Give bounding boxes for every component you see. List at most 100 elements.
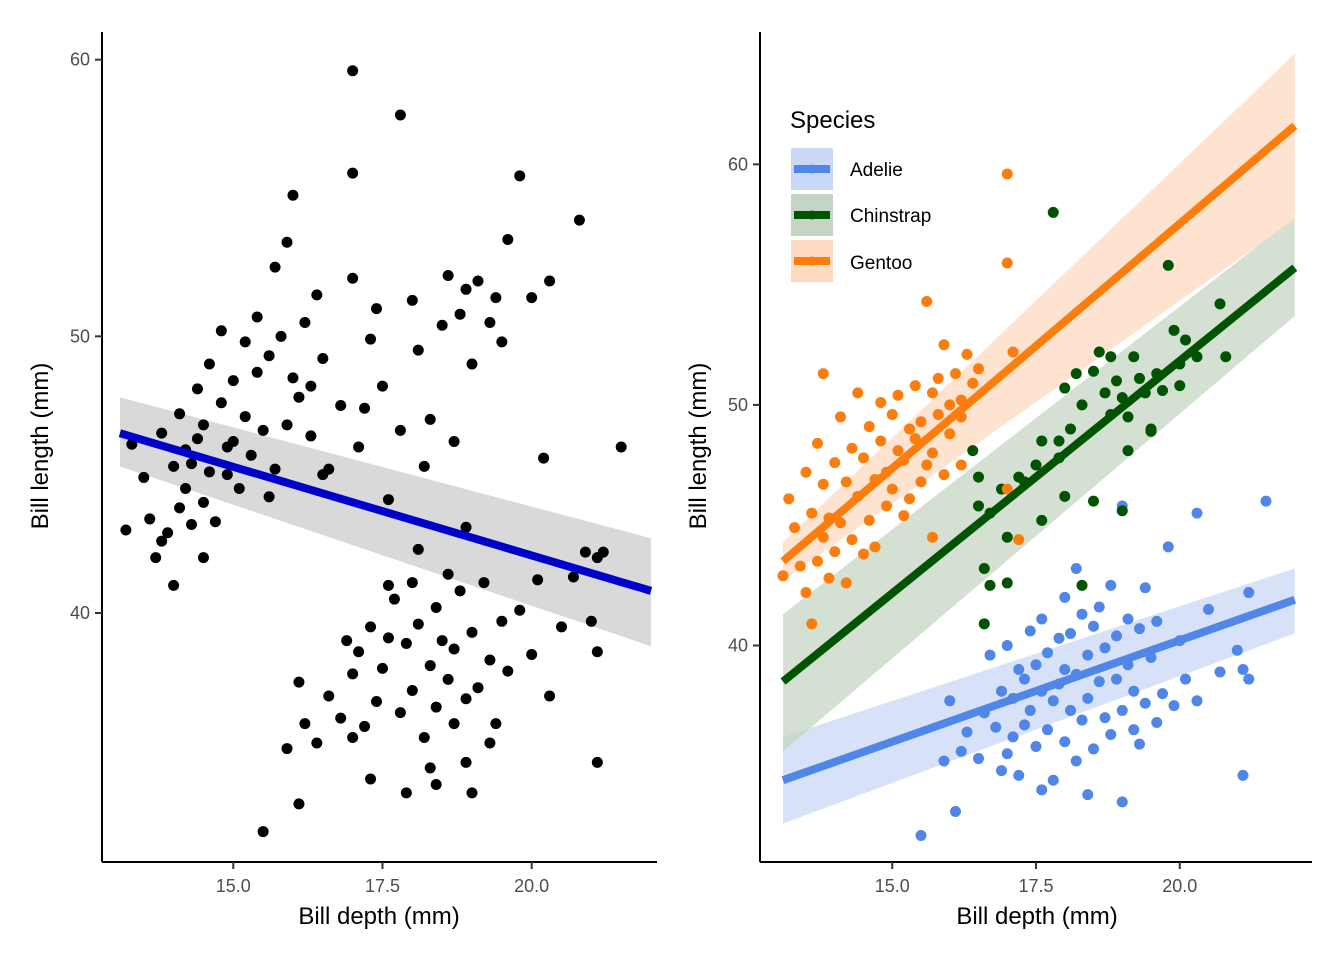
gentoo-data-point <box>800 466 812 478</box>
gentoo-data-point <box>806 618 818 630</box>
data-point <box>394 109 406 121</box>
gentoo-data-point <box>829 457 841 469</box>
chinstrap-data-point <box>1128 351 1140 363</box>
x-tick-label: 15.0 <box>216 876 251 896</box>
data-point <box>394 707 406 719</box>
gentoo-data-point <box>840 577 852 589</box>
data-point <box>269 261 281 273</box>
data-point <box>442 568 454 580</box>
y-tick-label: 50 <box>728 395 748 415</box>
gentoo-data-point <box>812 437 823 449</box>
data-point <box>490 292 502 304</box>
gentoo-data-point <box>835 517 846 529</box>
chinstrap-data-point <box>1065 423 1076 435</box>
chinstrap-data-point <box>1162 259 1174 271</box>
data-point <box>484 317 496 328</box>
data-point <box>430 601 442 613</box>
data-point <box>466 787 478 799</box>
data-point <box>138 471 150 483</box>
data-point <box>162 527 174 539</box>
adelie-data-point <box>1099 642 1111 654</box>
data-point <box>591 756 603 768</box>
chinstrap-data-point <box>1001 531 1013 543</box>
data-point <box>209 516 221 528</box>
overall-regression-line <box>118 429 653 595</box>
adelie-data-point <box>1122 613 1134 625</box>
adelie-data-point <box>915 830 927 842</box>
data-point <box>311 289 323 301</box>
adelie-data-point <box>1007 731 1019 743</box>
legend-label-chinstrap: Chinstrap <box>850 206 931 227</box>
data-point <box>394 424 406 436</box>
data-point <box>191 383 203 395</box>
data-point <box>460 521 472 533</box>
chinstrap-data-point <box>1093 346 1105 358</box>
gentoo-data-point <box>973 363 984 375</box>
data-point <box>347 272 359 284</box>
data-point <box>156 535 168 547</box>
gentoo-data-point <box>938 469 950 481</box>
adelie-data-point <box>1151 615 1163 627</box>
adelie-data-point <box>1047 774 1059 786</box>
adelie-data-point <box>1139 697 1151 709</box>
data-point <box>556 621 568 633</box>
data-point <box>591 646 603 658</box>
adelie-data-point <box>955 745 967 757</box>
data-point <box>293 798 305 810</box>
data-point <box>174 408 186 420</box>
data-point <box>203 358 215 370</box>
chinstrap-data-point <box>1047 206 1059 218</box>
data-point <box>156 427 168 439</box>
data-point <box>526 649 538 660</box>
data-point <box>544 275 556 287</box>
data-point <box>293 676 305 688</box>
data-point <box>186 518 198 530</box>
adelie-regression-line <box>781 595 1297 784</box>
adelie-data-point <box>938 755 950 767</box>
adelie-data-point <box>1243 673 1255 685</box>
data-point <box>365 333 377 345</box>
gentoo-data-point <box>777 570 789 582</box>
x-tick-label: 20.0 <box>514 876 549 896</box>
data-point <box>472 682 484 694</box>
adelie-data-point <box>1070 755 1082 767</box>
gentoo-data-point <box>875 435 887 447</box>
data-point <box>168 579 180 591</box>
data-point <box>544 690 556 702</box>
data-point <box>365 621 377 633</box>
data-point <box>430 779 442 791</box>
gentoo-data-point <box>904 493 915 505</box>
data-point <box>472 275 484 287</box>
data-point <box>400 787 412 799</box>
data-point <box>251 366 263 378</box>
adelie-data-point <box>1082 789 1094 801</box>
data-point <box>281 236 293 248</box>
adelie-data-point <box>1036 613 1048 625</box>
data-point <box>203 466 215 478</box>
adelie-data-point <box>1231 644 1243 656</box>
gentoo-data-point <box>794 560 806 572</box>
gentoo-data-point <box>812 555 823 567</box>
data-point <box>299 718 311 730</box>
adelie-data-point <box>1013 769 1025 781</box>
data-point <box>287 372 299 384</box>
gentoo-data-point <box>846 534 858 546</box>
adelie-data-point <box>1047 695 1059 707</box>
data-point <box>305 430 317 442</box>
data-point <box>293 391 305 403</box>
data-point <box>436 319 448 331</box>
adelie-data-point <box>1128 685 1140 697</box>
data-point <box>257 424 269 436</box>
data-point <box>448 435 460 447</box>
chinstrap-regression-line <box>780 264 1298 685</box>
data-point <box>502 234 514 245</box>
adelie-data-point <box>1059 664 1071 676</box>
data-point <box>448 718 460 730</box>
y-tick-label: 60 <box>70 50 90 70</box>
data-point <box>359 720 371 732</box>
data-point <box>376 662 388 674</box>
adelie-data-point <box>1214 666 1226 678</box>
data-point <box>186 458 198 470</box>
